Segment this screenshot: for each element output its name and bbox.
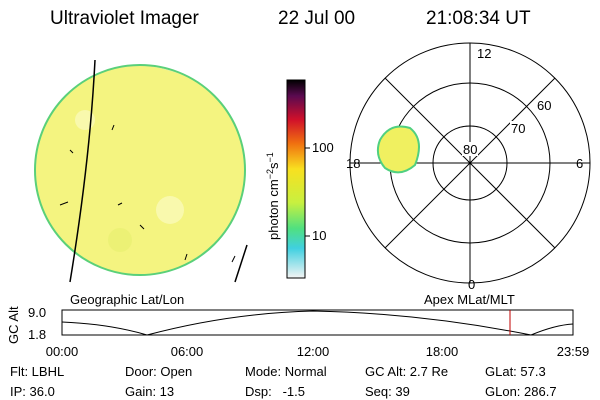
altitude-frame xyxy=(61,309,574,336)
date: 22 Jul 00 xyxy=(278,8,355,29)
y-label: 9.0 xyxy=(28,305,46,320)
info-field: GLat: 57.3 xyxy=(485,364,546,379)
unit: photon cm xyxy=(266,179,281,240)
y-label: 1.8 xyxy=(28,327,46,342)
info-field: Gain: 13 xyxy=(125,384,174,399)
geographic-image xyxy=(34,59,248,283)
mlt-label: 18 xyxy=(346,156,360,171)
auroral-blob xyxy=(376,125,420,174)
info-field: Door: Open xyxy=(125,364,192,379)
left-panel-label: Geographic Lat/Lon xyxy=(70,292,184,307)
x-label: 12:00 xyxy=(297,344,330,359)
unit: s xyxy=(266,162,281,169)
mlat-label: 60 xyxy=(537,98,551,113)
right-panel-label: Apex MLat/MLT xyxy=(424,292,515,307)
mlat-label: 70 xyxy=(511,121,525,136)
x-label: 23:59 xyxy=(557,344,590,359)
colorbar-label: photon cm−2s−1 xyxy=(265,152,281,240)
x-label: 06:00 xyxy=(171,344,204,359)
colorbar-tick: 10 xyxy=(312,228,326,243)
info-block: Flt: LBHL Door: Open Mode: Normal GC Alt: 2… xyxy=(10,364,557,399)
info-field: Seq: 39 xyxy=(365,384,410,399)
info-field: GC Alt: 2.7 Re xyxy=(365,364,448,379)
info-field: Mode: Normal xyxy=(245,364,327,379)
info-field: IP: 36.0 xyxy=(10,384,55,399)
exponent: −2 xyxy=(265,169,275,179)
info-field: GLon: 286.7 xyxy=(485,384,557,399)
colorbar xyxy=(286,79,306,279)
x-label: 00:00 xyxy=(46,344,79,359)
mlat-label: 80 xyxy=(463,142,477,157)
x-label: 18:00 xyxy=(426,344,459,359)
info-field: Flt: LBHL xyxy=(10,364,64,379)
altitude-curve xyxy=(61,310,574,336)
mlt-label: 12 xyxy=(477,46,491,61)
mlt-label: 0 xyxy=(468,277,475,292)
axis-title: GC Alt xyxy=(6,306,21,344)
exponent: −1 xyxy=(265,152,275,162)
time: 21:08:34 UT xyxy=(426,8,531,29)
info-field: Dsp: -1.5 xyxy=(245,384,305,399)
title: Ultraviolet Imager xyxy=(50,8,200,29)
mlt-label: 6 xyxy=(576,156,583,171)
colorbar-tick: 100 xyxy=(312,140,334,155)
